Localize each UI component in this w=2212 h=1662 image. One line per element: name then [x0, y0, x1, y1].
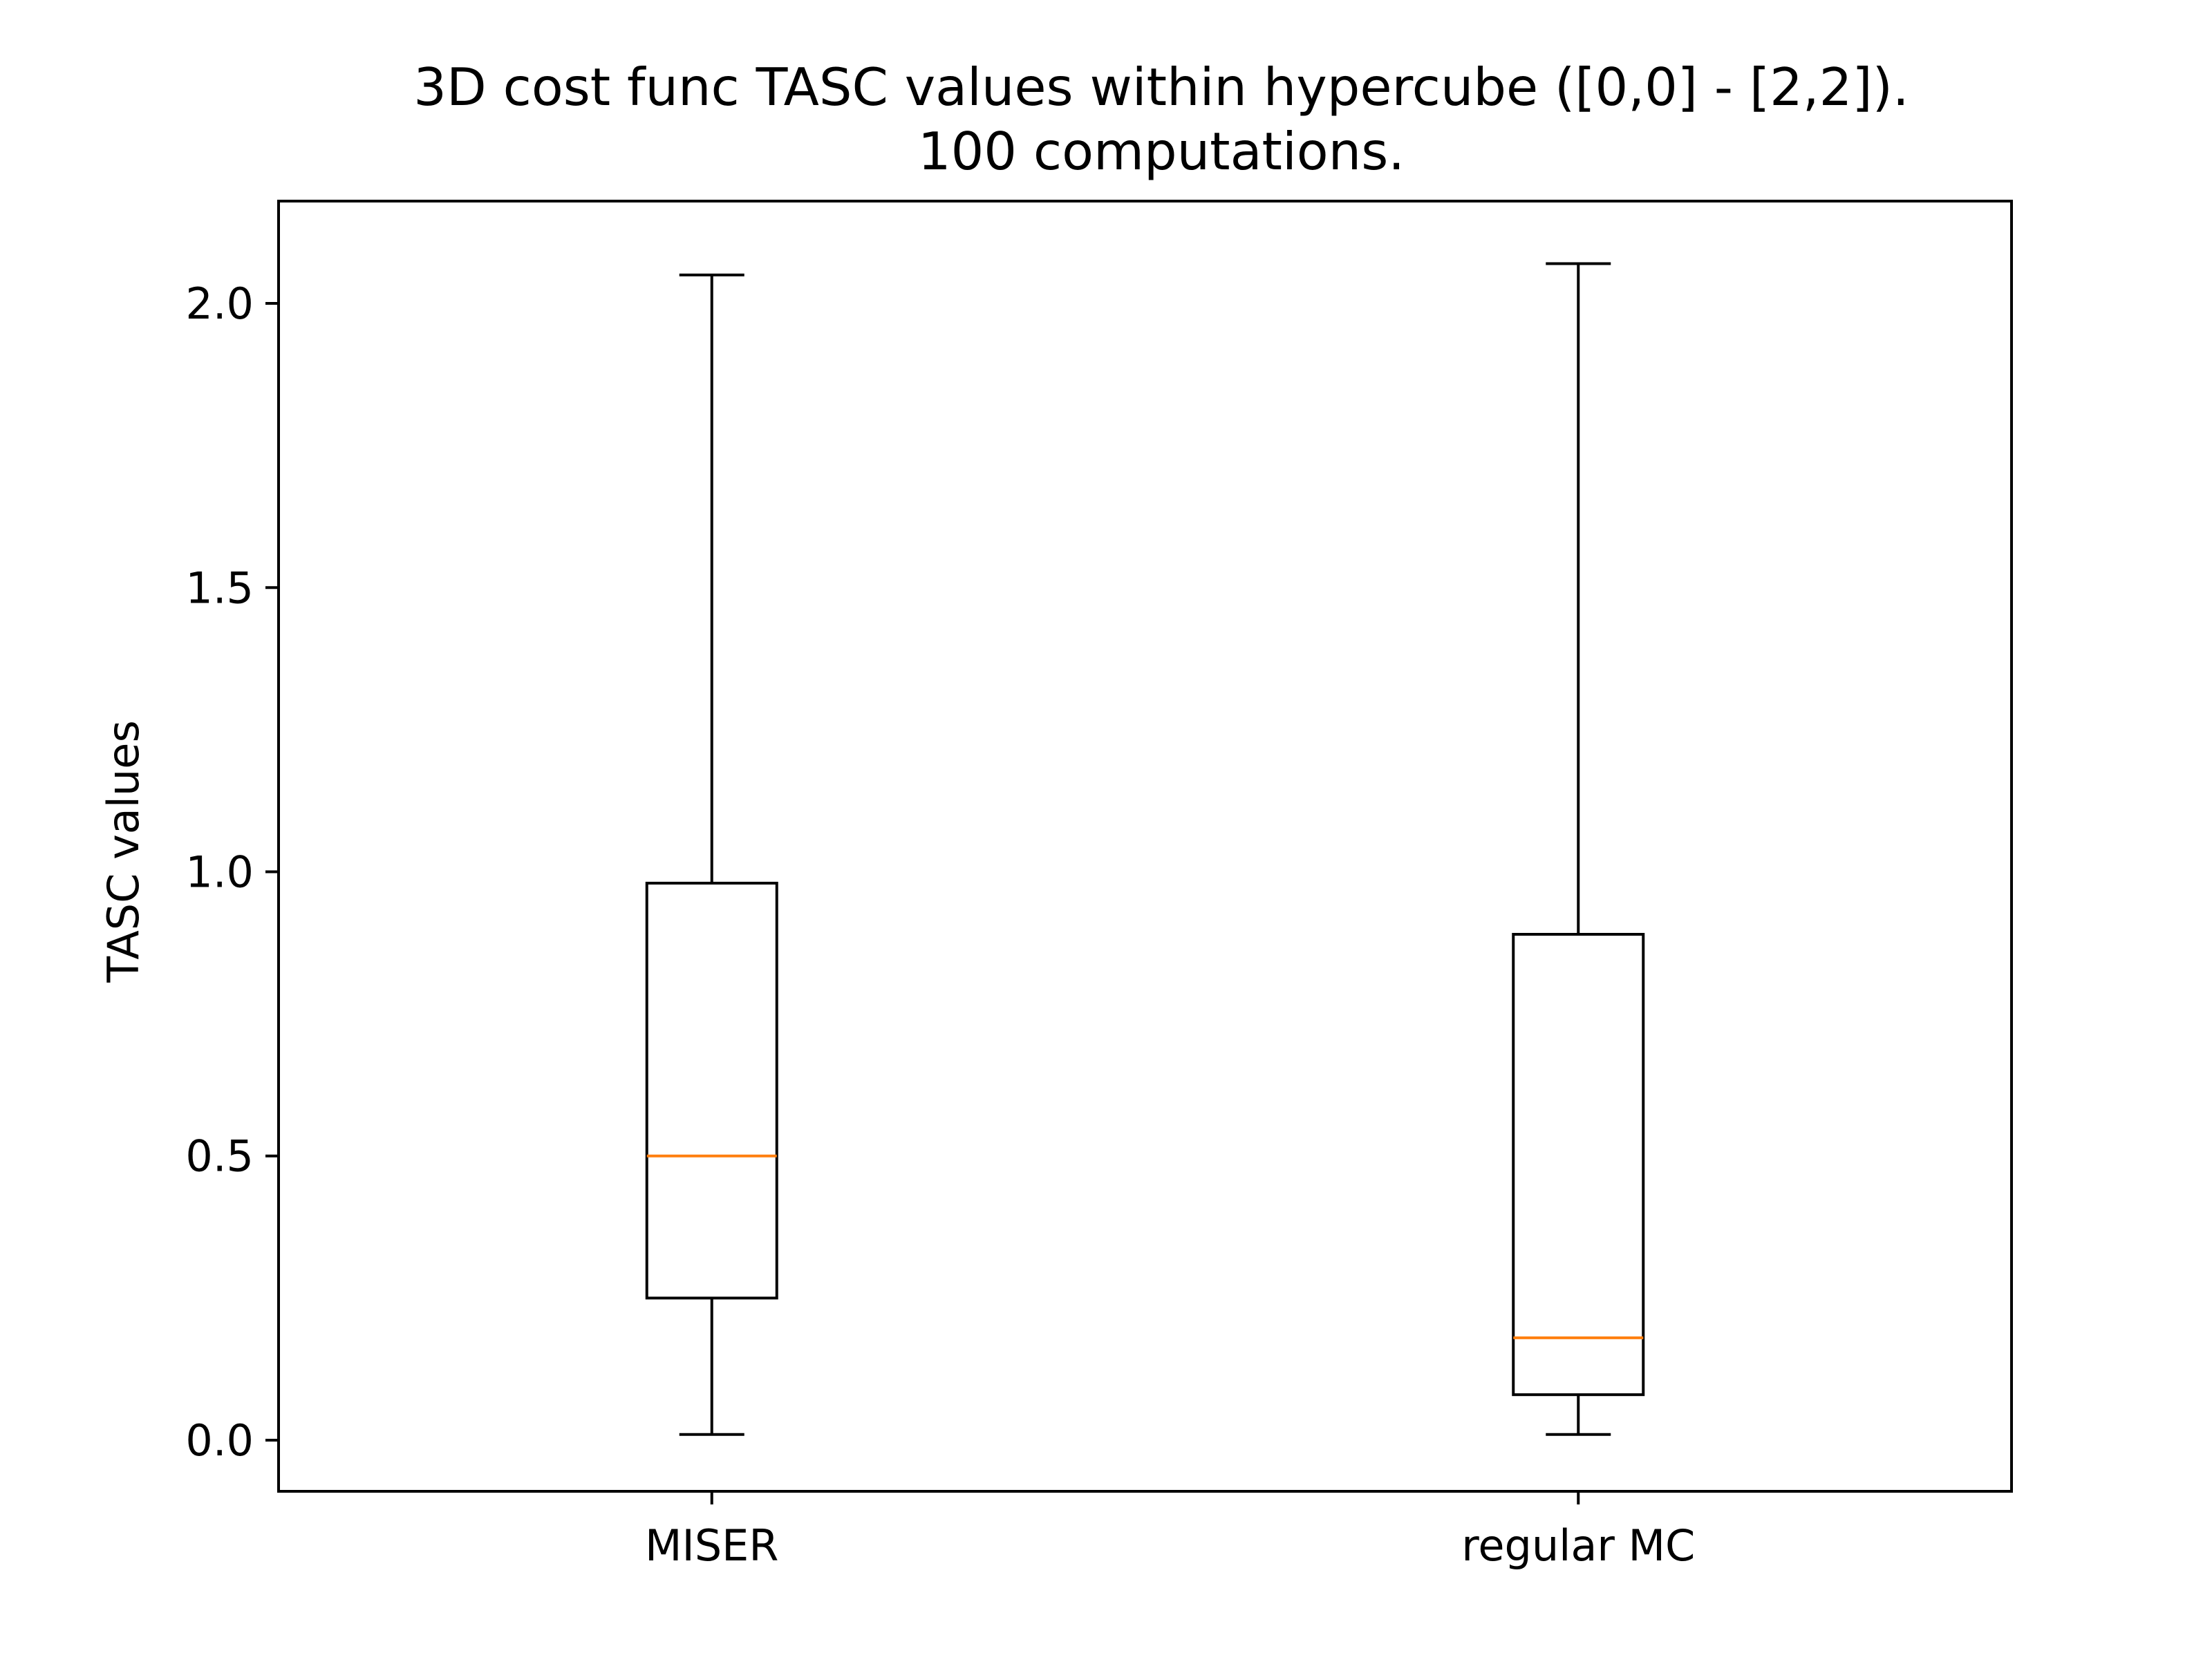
y-axis-label: TASC values [98, 720, 149, 983]
iqr-box [1512, 932, 1645, 1397]
box-group [1512, 262, 1645, 1436]
y-tick-label: 0.5 [185, 1131, 254, 1182]
chart-title: 3D cost func TASC values within hypercub… [413, 57, 1909, 117]
plot-area: 0.0 0.5 1.0 1.5 2.0 MISER regular MC [185, 200, 2013, 1571]
box-group [645, 273, 778, 1436]
chart-subtitle: 100 computations. [918, 121, 1405, 182]
x-tick-label: MISER [645, 1520, 778, 1571]
iqr-box [645, 881, 778, 1300]
y-tick-label: 1.0 [185, 847, 254, 898]
axes-frame [277, 200, 2013, 1493]
y-tick-label: 0.0 [185, 1415, 254, 1466]
x-tick-label: regular MC [1461, 1520, 1695, 1571]
y-tick-label: 1.5 [185, 563, 254, 613]
y-tick-label: 2.0 [185, 278, 254, 329]
